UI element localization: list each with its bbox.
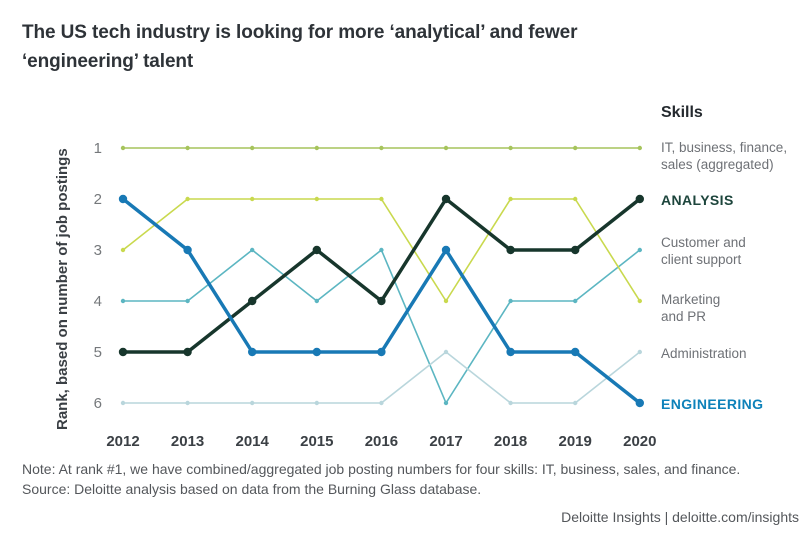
data-point-administration (185, 400, 190, 406)
data-point-analysis (441, 194, 451, 204)
data-point-it-business-finance-sales-aggregated (637, 145, 642, 151)
y-tick-label: 4 (94, 293, 102, 310)
x-tick-label: 2016 (365, 433, 398, 450)
chart-title: The US tech industry is looking for more… (22, 22, 578, 72)
series-line-analysis (121, 197, 642, 354)
legend-label: IT, business, finance, sales (aggregated… (661, 140, 788, 172)
data-point-administration (508, 400, 513, 406)
data-point-engineering (571, 347, 580, 357)
data-point-analysis (571, 245, 580, 255)
legend-label: Customer and client support (661, 235, 746, 267)
data-point-it-business-finance-sales-aggregated (314, 145, 319, 151)
legend-label: Marketing and PR (661, 292, 721, 324)
data-point-customer-and-client-support (637, 247, 642, 253)
data-point-customer-and-client-support (508, 298, 513, 304)
data-point-customer-and-client-support (443, 400, 449, 406)
data-point-marketing-and-pr (185, 196, 190, 202)
series-line-administration (122, 351, 641, 404)
data-point-marketing-and-pr (120, 247, 126, 253)
data-point-customer-and-client-support (314, 298, 319, 304)
data-point-customer-and-client-support (379, 247, 384, 253)
x-tick-label: 2019 (559, 433, 592, 450)
data-point-customer-and-client-support (120, 298, 126, 304)
y-tick-label: 5 (94, 344, 102, 361)
legend-label: ENGINEERING (661, 396, 764, 412)
data-point-analysis (635, 194, 644, 204)
data-point-analysis (118, 347, 128, 357)
data-point-engineering (183, 245, 192, 255)
data-point-marketing-and-pr (443, 298, 449, 304)
data-point-engineering (118, 194, 128, 204)
legend-entry-it-aggregated: IT, business, finance, sales (aggregated… (661, 139, 787, 173)
y-axis-label: Rank, based on number of job postings (54, 148, 71, 430)
data-point-engineering (441, 245, 451, 255)
data-point-administration (314, 400, 319, 406)
data-point-engineering (635, 398, 644, 408)
legend-entry-analysis: ANALYSIS (661, 192, 734, 209)
data-point-customer-and-client-support (573, 298, 578, 304)
data-point-it-business-finance-sales-aggregated (443, 145, 449, 151)
legend-entry-customer-support: Customer and client support (661, 234, 746, 268)
data-point-administration (573, 400, 578, 406)
data-point-it-business-finance-sales-aggregated (379, 145, 384, 151)
data-point-analysis (312, 245, 321, 255)
data-point-analysis (506, 245, 515, 255)
data-point-engineering (377, 347, 386, 357)
data-point-it-business-finance-sales-aggregated (185, 145, 190, 151)
y-tick-label: 6 (94, 395, 102, 412)
x-tick-label: 2013 (171, 433, 204, 450)
x-tick-label: 2017 (429, 433, 462, 450)
data-point-analysis (377, 296, 386, 306)
x-tick-label: 2018 (494, 433, 527, 450)
legend-label: Administration (661, 346, 747, 361)
data-point-administration (120, 400, 126, 406)
data-point-marketing-and-pr (573, 196, 578, 202)
note-text: Note: At rank #1, we have combined/aggre… (22, 461, 741, 477)
data-point-engineering (312, 347, 321, 357)
data-point-it-business-finance-sales-aggregated (573, 145, 578, 151)
x-tick-label: 2015 (300, 433, 333, 450)
legend-entry-engineering: ENGINEERING (661, 396, 763, 413)
data-point-marketing-and-pr (379, 196, 384, 202)
legend-label: ANALYSIS (661, 192, 734, 208)
x-tick-label: 2014 (236, 433, 270, 450)
data-point-engineering (248, 347, 257, 357)
data-point-marketing-and-pr (250, 196, 255, 202)
source-text: Source: Deloitte analysis based on data … (22, 481, 482, 497)
data-point-administration (443, 349, 449, 355)
x-tick-label: 2020 (623, 433, 656, 450)
y-tick-label: 1 (94, 140, 102, 157)
y-tick-label: 2 (94, 191, 102, 208)
data-point-analysis (183, 347, 192, 357)
data-point-marketing-and-pr (637, 298, 642, 304)
data-point-it-business-finance-sales-aggregated (508, 145, 513, 151)
footer-credit: Deloitte Insights | deloitte.com/insight… (561, 509, 799, 525)
data-point-administration (379, 400, 384, 406)
data-point-administration (637, 349, 642, 355)
data-point-it-business-finance-sales-aggregated (120, 145, 126, 151)
y-tick-label: 3 (94, 242, 102, 259)
legend-entry-marketing-pr: Marketing and PR (661, 291, 720, 325)
legend-title: Skills (661, 104, 703, 121)
line-chart: 1 2 3 4 5 6 2012 2013 2014 2015 2016 2017 2018 2019 20… (94, 140, 657, 450)
data-point-customer-and-client-support (185, 298, 190, 304)
x-tick-label: 2012 (106, 433, 139, 450)
data-point-marketing-and-pr (508, 196, 513, 202)
data-point-marketing-and-pr (314, 196, 319, 202)
data-point-administration (250, 400, 255, 406)
legend-entry-administration: Administration (661, 345, 747, 362)
data-point-analysis (248, 296, 257, 306)
data-point-it-business-finance-sales-aggregated (250, 145, 255, 151)
data-point-customer-and-client-support (250, 247, 255, 253)
data-point-engineering (506, 347, 515, 357)
